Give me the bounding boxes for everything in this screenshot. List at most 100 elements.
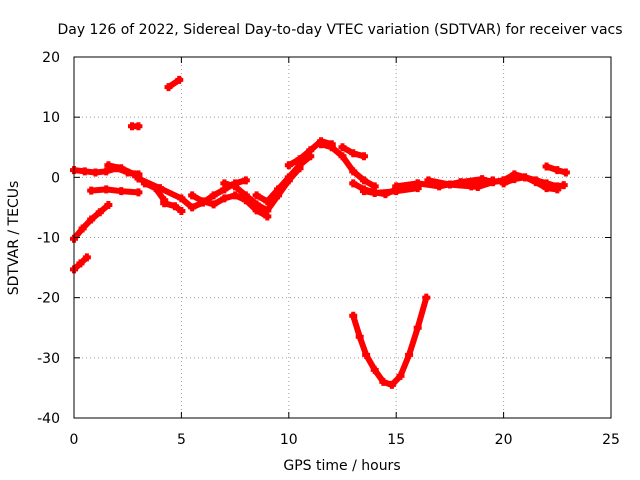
data-point bbox=[553, 166, 562, 175]
x-tick-labels: 0 5 10 15 20 25 bbox=[70, 432, 620, 448]
data-point bbox=[499, 179, 508, 188]
axis-ticks bbox=[73, 56, 612, 419]
data-point bbox=[198, 197, 207, 206]
y-tick-label: -10 bbox=[37, 231, 60, 247]
data-point bbox=[209, 191, 218, 200]
data-point bbox=[392, 182, 401, 191]
data-point bbox=[102, 167, 111, 176]
x-tick-label: 0 bbox=[70, 432, 79, 448]
data-point bbox=[284, 161, 293, 170]
data-point bbox=[134, 188, 143, 197]
data-point bbox=[396, 371, 405, 380]
data-point bbox=[284, 173, 293, 182]
data-point bbox=[521, 173, 530, 182]
data-point bbox=[134, 122, 143, 131]
y-tick-label: 20 bbox=[42, 50, 60, 66]
data-point bbox=[170, 202, 179, 211]
data-point bbox=[473, 182, 482, 191]
data-point bbox=[104, 161, 113, 170]
data-point bbox=[379, 377, 388, 386]
data-point bbox=[82, 253, 91, 262]
data-point bbox=[241, 191, 250, 200]
data-point bbox=[102, 185, 111, 194]
x-tick-label: 25 bbox=[602, 432, 620, 448]
data-point bbox=[317, 140, 326, 149]
data-point bbox=[362, 350, 371, 359]
data-point bbox=[252, 200, 261, 209]
data-point bbox=[370, 188, 379, 197]
y-tick-label: -40 bbox=[37, 411, 60, 427]
data-point bbox=[531, 178, 540, 187]
series-arc-4 bbox=[88, 186, 142, 196]
data-point bbox=[177, 207, 186, 216]
data-point bbox=[160, 199, 169, 208]
data-point bbox=[405, 350, 414, 359]
data-point bbox=[220, 179, 229, 188]
data-point bbox=[263, 206, 272, 215]
data-point bbox=[117, 187, 126, 196]
data-point bbox=[488, 178, 497, 187]
x-tick-label: 20 bbox=[495, 432, 513, 448]
data-point bbox=[542, 184, 551, 193]
data-point bbox=[349, 179, 358, 188]
series-arc-13 bbox=[253, 153, 314, 205]
y-axis-label: SDTVAR / TECUs bbox=[6, 181, 22, 296]
data-series bbox=[70, 75, 570, 389]
data-point bbox=[349, 167, 358, 176]
y-tick-label: -20 bbox=[37, 291, 60, 307]
y-tick-label: 0 bbox=[51, 170, 60, 186]
data-point bbox=[188, 191, 197, 200]
data-point bbox=[241, 176, 250, 185]
data-point bbox=[164, 83, 173, 92]
data-point bbox=[349, 149, 358, 158]
data-point bbox=[424, 176, 433, 185]
data-point bbox=[553, 185, 562, 194]
data-point bbox=[542, 162, 551, 171]
data-point bbox=[155, 184, 164, 193]
data-point bbox=[456, 180, 465, 189]
data-point bbox=[355, 332, 364, 341]
x-tick-label: 10 bbox=[280, 432, 298, 448]
chart-title: Day 126 of 2022, Sidereal Day-to-day VTE… bbox=[57, 22, 622, 38]
data-point bbox=[295, 155, 304, 164]
data-point bbox=[338, 143, 347, 152]
data-point bbox=[559, 181, 568, 190]
x-tick-label: 15 bbox=[387, 432, 405, 448]
data-point bbox=[349, 311, 358, 320]
data-point bbox=[231, 182, 240, 191]
data-point bbox=[117, 164, 126, 173]
data-point bbox=[413, 179, 422, 188]
series-arc-18 bbox=[361, 185, 421, 196]
data-point bbox=[95, 208, 104, 217]
data-point bbox=[175, 75, 184, 84]
data-point bbox=[359, 176, 368, 185]
data-point bbox=[231, 191, 240, 200]
data-point bbox=[445, 180, 454, 189]
data-point bbox=[359, 152, 368, 161]
data-point bbox=[422, 293, 431, 302]
data-point bbox=[413, 323, 422, 332]
data-point bbox=[91, 168, 100, 177]
data-point bbox=[561, 168, 570, 177]
y-tick-label: -30 bbox=[37, 351, 60, 367]
data-point bbox=[327, 143, 336, 152]
data-point bbox=[209, 200, 218, 209]
data-point bbox=[263, 197, 272, 206]
data-point bbox=[134, 174, 143, 183]
grid-lines bbox=[74, 57, 611, 418]
data-point bbox=[188, 203, 197, 212]
data-point bbox=[359, 187, 368, 196]
y-tick-labels: -40 -30 -20 -10 0 10 20 bbox=[37, 50, 60, 427]
data-point bbox=[104, 201, 113, 210]
data-point bbox=[80, 167, 89, 176]
data-point bbox=[78, 224, 87, 233]
data-point bbox=[220, 194, 229, 203]
data-point bbox=[387, 380, 396, 389]
data-point bbox=[252, 191, 261, 200]
data-point bbox=[177, 194, 186, 203]
series-arc-24 bbox=[350, 294, 430, 388]
x-tick-label: 5 bbox=[177, 432, 186, 448]
data-point bbox=[87, 186, 96, 195]
data-point bbox=[510, 175, 519, 184]
